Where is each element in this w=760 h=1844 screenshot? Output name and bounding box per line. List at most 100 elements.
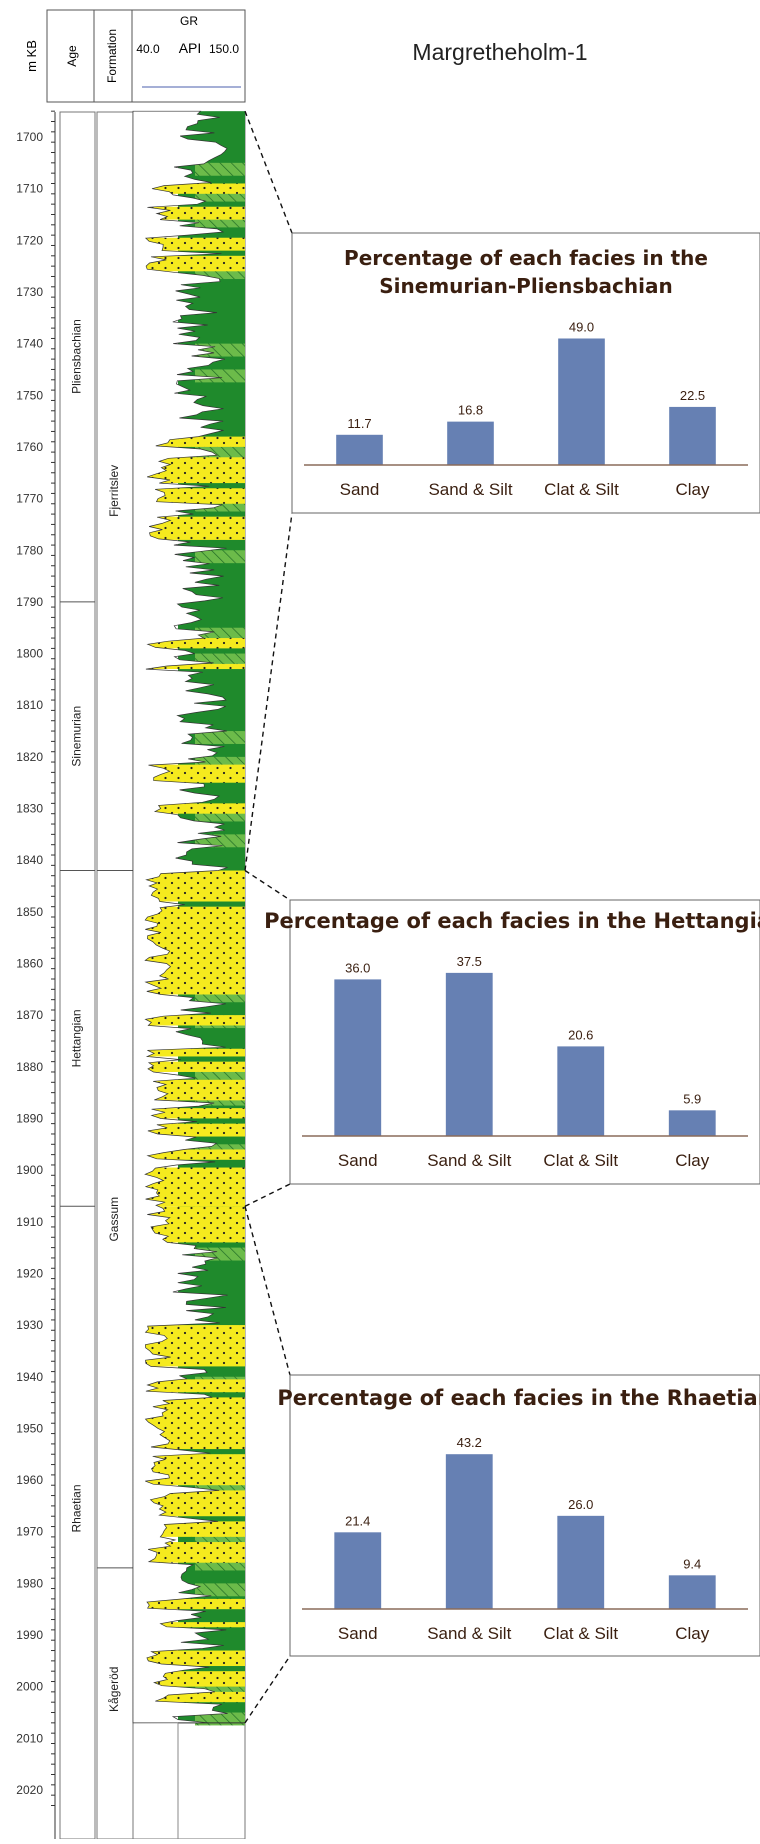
depth-tick-label: 1920	[16, 1266, 43, 1280]
depth-tick-label: 1710	[16, 182, 43, 196]
panel-title: Sinemurian-Pliensbachian	[379, 274, 672, 298]
category-label: Clat & Silt	[543, 1624, 618, 1643]
gr-max-label: 150.0	[209, 42, 239, 56]
gr-curve	[132, 110, 228, 1724]
formation-header: Formation	[105, 29, 119, 83]
category-label: Sand	[340, 480, 380, 499]
depth-tick-label: 1700	[16, 130, 43, 144]
panel-title: Percentage of each facies in the Rhaetia…	[277, 1386, 760, 1410]
sand-bed	[141, 803, 245, 814]
bar-value-label: 20.6	[568, 1027, 593, 1042]
gr-header: GR	[180, 14, 198, 28]
connector-bottom	[244, 1183, 291, 1207]
shale-light-band	[195, 550, 245, 564]
bar-1	[334, 979, 382, 1136]
sand-bed	[141, 436, 245, 447]
sand-bed	[141, 1379, 245, 1393]
sand-bed	[141, 1079, 245, 1101]
bar-value-label: 37.5	[457, 954, 482, 969]
category-label: Sand & Silt	[427, 1624, 511, 1643]
bar-2	[445, 972, 493, 1136]
bar-1	[336, 434, 383, 465]
depth-tick-label: 1880	[16, 1060, 43, 1074]
sand-bed	[141, 1167, 245, 1207]
gr-min-label: 40.0	[136, 42, 160, 56]
facies-panels: Percentage of each facies in the Sinemuri…	[264, 232, 760, 1657]
sand-bed	[141, 1671, 245, 1687]
shale-light-band	[195, 446, 245, 460]
age-label: Pliensbachian	[70, 319, 84, 394]
age-label: Sinemurian	[70, 706, 84, 767]
depth-tick-label: 1770	[16, 492, 43, 506]
gr-unit: API	[179, 40, 202, 56]
depth-tick-label: 1930	[16, 1318, 43, 1332]
sand-bed	[141, 1149, 245, 1160]
sand-bed	[141, 638, 245, 649]
age-label: Hettangian	[70, 1009, 84, 1067]
connector-bottom	[244, 1655, 291, 1724]
bar-3	[557, 1515, 605, 1609]
connector-top	[244, 869, 291, 901]
sand-bed	[141, 1015, 245, 1026]
bar-2	[445, 1454, 493, 1609]
depth-tick-label: 1890	[16, 1111, 43, 1125]
bar-4	[668, 1110, 716, 1136]
sand-bed	[141, 255, 245, 272]
sand-bed	[141, 1061, 245, 1072]
formation-track	[96, 111, 134, 1840]
depth-tick-label: 1900	[16, 1163, 43, 1177]
age-intervals: Pliensbachian Sinemurian Hettangian Rhaetia…	[60, 319, 95, 1532]
depth-tick-label: 1740	[16, 337, 43, 351]
depth-tick-label: 1810	[16, 698, 43, 712]
bar-2	[447, 421, 494, 465]
shale-light-band	[195, 1583, 245, 1597]
bar-value-label: 26.0	[568, 1497, 593, 1512]
shale-light-band	[195, 369, 245, 383]
well-title: Margretheholm-1	[412, 39, 587, 65]
bar-value-label: 43.2	[457, 1435, 482, 1450]
bar-value-label: 11.7	[347, 416, 371, 431]
facies-panel-2: Percentage of each facies in the Hettang…	[264, 899, 760, 1185]
category-label: Sand	[338, 1624, 378, 1643]
sand-bed	[141, 764, 245, 783]
depth-tick-label: 1820	[16, 750, 43, 764]
depth-tick-label: 1750	[16, 388, 43, 402]
category-label: Sand & Silt	[427, 1151, 511, 1170]
age-header: Age	[65, 45, 79, 67]
sand-bed	[141, 1108, 245, 1119]
bar-value-label: 49.0	[569, 319, 594, 334]
depth-tick-label: 1780	[16, 543, 43, 557]
sand-bed	[141, 488, 245, 504]
shale-light-band	[195, 162, 245, 176]
depth-header: m KB	[24, 40, 39, 72]
sand-bed	[141, 1325, 245, 1367]
depth-tick-label: 1800	[16, 647, 43, 661]
depth-tick-label: 1950	[16, 1421, 43, 1435]
panel-connectors	[244, 110, 293, 1724]
bar-value-label: 22.5	[680, 388, 705, 403]
bar-1	[334, 1532, 382, 1609]
category-label: Clay	[675, 480, 710, 499]
facies-panel-1: Percentage of each facies in the Sinemuri…	[291, 232, 760, 514]
age-label: Rhaetian	[70, 1484, 84, 1532]
depth-tick-label: 1870	[16, 1008, 43, 1022]
depth-tick-label: 1860	[16, 957, 43, 971]
shale-light-band	[195, 627, 245, 641]
formation-label: Gassum	[107, 1197, 121, 1242]
bar-3	[558, 338, 605, 465]
connector-bottom	[244, 512, 293, 871]
depth-tick-label: 1790	[16, 595, 43, 609]
sand-bed	[141, 1650, 245, 1667]
depth-tick-label: 1840	[16, 853, 43, 867]
sand-bed	[141, 516, 245, 540]
depth-tick-label: 1980	[16, 1576, 43, 1590]
sand-bed	[141, 1542, 245, 1563]
depth-tick-label: 1990	[16, 1628, 43, 1642]
sand-bed	[141, 1691, 245, 1703]
bar-4	[668, 1575, 716, 1609]
category-label: Clay	[675, 1624, 710, 1643]
bar-4	[669, 406, 716, 465]
category-label: Sand	[338, 1151, 378, 1170]
shale-light-band	[195, 731, 245, 744]
sand-bed	[141, 663, 245, 670]
